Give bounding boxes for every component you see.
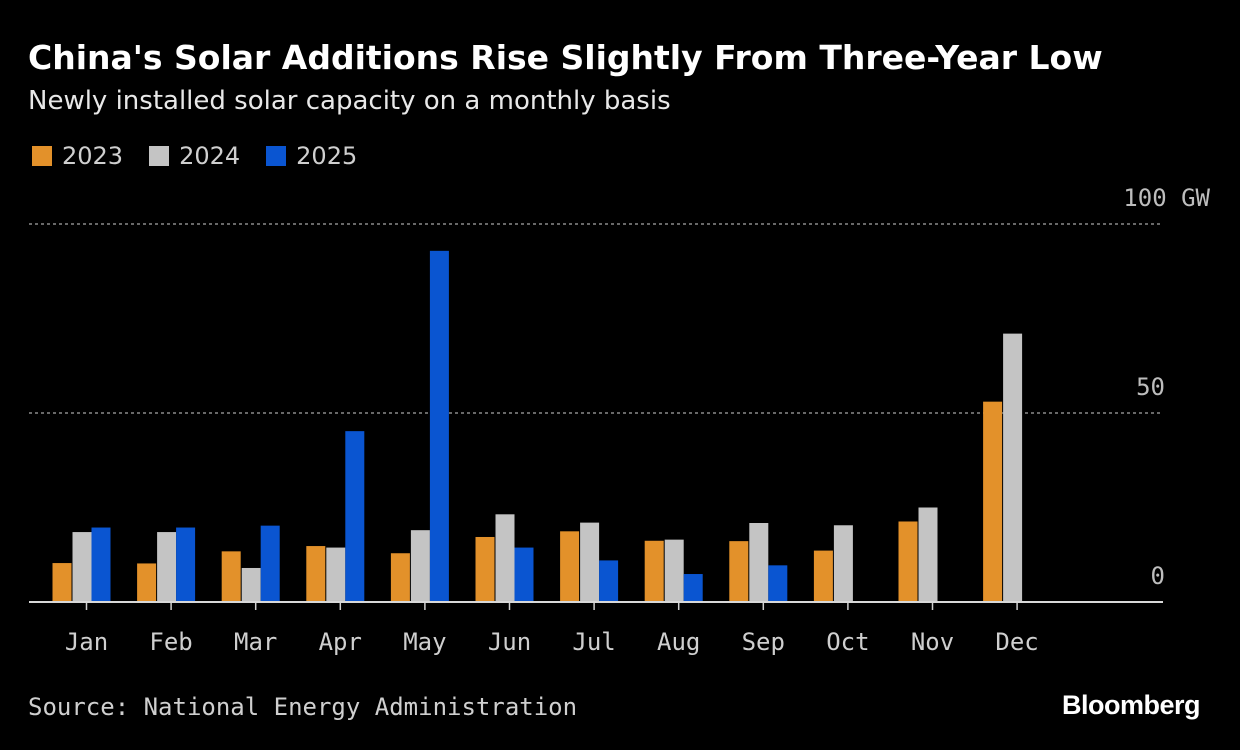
bar-2024-aug [664, 539, 684, 602]
axis-labels: 0 50 100 GW Jan Feb Mar Apr May Jun Jul Aug Sep Oct N… [65, 184, 1211, 656]
bar-2024-mar [241, 567, 261, 602]
legend-item-2023: 2023 [32, 142, 123, 170]
gridlines [29, 223, 1163, 414]
chart-subtitle: Newly installed solar capacity on a mont… [28, 86, 671, 116]
bar-2024-apr [326, 547, 346, 602]
bar-2025-jul [599, 560, 619, 602]
chart-title: China's Solar Additions Rise Slightly Fr… [28, 38, 1103, 77]
x-tick-label: Aug [657, 628, 700, 656]
y-tick-label: 0 [1151, 562, 1165, 590]
x-tick-label: Sep [742, 628, 785, 656]
bar-2023-may [390, 553, 410, 602]
x-tick-label: Jan [65, 628, 108, 656]
bar-2025-feb [176, 527, 196, 602]
y-tick-label: 100 GW [1123, 184, 1210, 212]
legend-swatch-2025 [266, 146, 287, 166]
x-tick-label: Mar [234, 628, 277, 656]
bar-2023-apr [306, 546, 326, 602]
x-tick-label: Jul [572, 628, 615, 656]
bar-2024-jan [72, 532, 92, 602]
bar-2023-jun [475, 536, 495, 602]
bar-2024-dec [1003, 333, 1023, 602]
bars [52, 250, 1023, 602]
x-tick-label: Dec [995, 628, 1038, 656]
legend-swatch-2024 [149, 146, 170, 166]
x-axis [29, 601, 1163, 610]
legend-swatch-2023 [32, 146, 52, 166]
bar-2024-may [410, 530, 430, 602]
bar-2025-apr [345, 431, 365, 602]
bar-2023-feb [137, 563, 157, 602]
legend-label-2024: 2024 [179, 142, 241, 170]
x-tick-label: May [403, 628, 446, 656]
bar-2024-sep [749, 522, 769, 602]
x-tick-label: Oct [826, 628, 869, 656]
bar-2023-oct [813, 550, 833, 602]
bar-2023-dec [983, 401, 1003, 602]
bar-2023-jan [52, 563, 72, 602]
bar-2025-jun [514, 547, 534, 602]
legend-item-2024: 2024 [149, 142, 240, 170]
x-tick-label: Jun [488, 628, 531, 656]
legend-item-2025: 2025 [266, 142, 357, 170]
bar-2023-mar [221, 551, 241, 602]
source-note: Source: National Energy Administration [28, 693, 578, 721]
bar-2024-jun [495, 514, 515, 602]
x-tick-label: Apr [319, 628, 362, 656]
bar-2025-aug [683, 574, 703, 602]
bar-2024-feb [157, 532, 177, 602]
legend-label-2023: 2023 [62, 142, 124, 170]
legend-label-2025: 2025 [296, 142, 358, 170]
bar-2025-mar [260, 525, 280, 602]
bar-2025-jan [91, 527, 111, 602]
y-tick-label: 50 [1136, 373, 1165, 401]
bar-2024-oct [833, 525, 853, 602]
bar-2024-nov [918, 507, 938, 602]
bar-2023-nov [898, 521, 918, 602]
x-tick-label: Nov [911, 628, 954, 656]
bar-2023-sep [729, 541, 749, 602]
bloomberg-logo: Bloomberg [1061, 690, 1201, 720]
bar-2025-sep [768, 565, 788, 602]
legend: 2023 2024 2025 [32, 142, 357, 170]
bar-2023-jul [560, 531, 580, 602]
x-tick-label: Feb [149, 628, 192, 656]
bar-2025-may [429, 250, 449, 602]
bar-2024-jul [580, 522, 600, 602]
bar-2023-aug [644, 540, 664, 602]
